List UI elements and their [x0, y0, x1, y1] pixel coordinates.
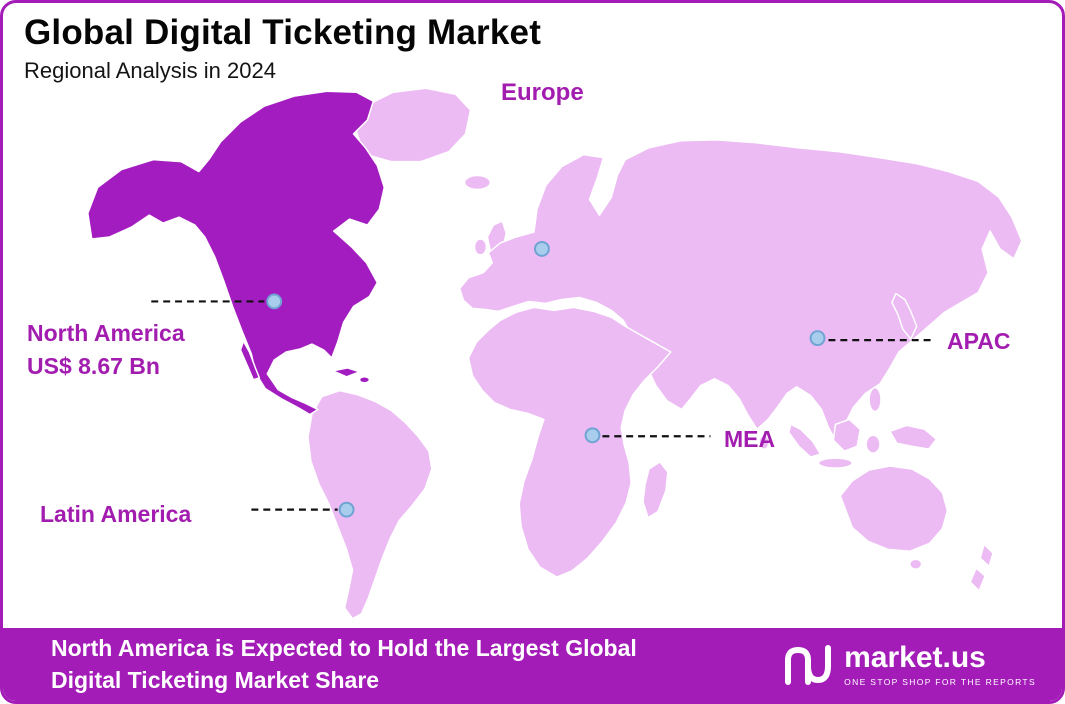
peninsula-baja: [239, 340, 261, 381]
label-north-america-value: US$ 8.67 Bn: [27, 352, 160, 379]
marker-europe-icon: [533, 240, 550, 257]
island-japan: [891, 292, 918, 340]
island-java: [817, 457, 853, 469]
continent-south-america: [307, 389, 433, 620]
connectors: [151, 300, 935, 511]
brand-logo: market.us ONE STOP SHOP FOR THE REPORTS: [782, 642, 1036, 688]
label-north-america: North America US$ 8.67 Bn: [27, 317, 185, 382]
label-europe: Europe: [501, 79, 584, 106]
market-us-logo-icon: [785, 644, 832, 685]
label-latin-america: Latin America: [40, 501, 192, 527]
marker-mea-icon: [584, 427, 601, 444]
island-sulawesi: [865, 434, 881, 454]
island-iceland: [463, 174, 492, 191]
label-mea: MEA: [724, 426, 776, 452]
island-hispaniola: [358, 376, 371, 384]
island-new-zealand-north: [979, 543, 994, 567]
continents-base: [307, 87, 1023, 620]
footer-banner: North America is Expected to Hold the La…: [3, 628, 1062, 701]
page-title: Global Digital Ticketing Market: [24, 13, 542, 52]
island-philippines: [868, 386, 882, 413]
island-ireland: [473, 238, 488, 256]
continent-australia: [839, 465, 949, 553]
marker-apac-icon: [809, 330, 826, 347]
marker-latin-america-icon: [338, 501, 355, 518]
island-cuba: [331, 367, 361, 378]
island-sri-lanka: [758, 434, 770, 450]
island-borneo: [832, 418, 861, 452]
label-north-america-name: North America: [27, 320, 185, 346]
island-madagascar: [642, 461, 669, 519]
brand-text: market.us ONE STOP SHOP FOR THE REPORTS: [844, 640, 1036, 687]
brand-tagline: ONE STOP SHOP FOR THE REPORTS: [844, 676, 1036, 687]
island-new-guinea: [889, 424, 938, 450]
label-apac: APAC: [947, 328, 1011, 354]
header: Global Digital Ticketing Market Regional…: [24, 13, 541, 84]
marker-north-america-icon: [266, 293, 283, 310]
continent-north-america: [87, 90, 386, 416]
footer-message: North America is Expected to Hold the La…: [51, 633, 637, 695]
footer-message-line1: North America is Expected to Hold the La…: [51, 635, 637, 662]
region-highlight-north-america: [87, 90, 386, 416]
island-sumatra: [788, 423, 822, 458]
continent-africa: [467, 306, 672, 578]
island-greenland: [354, 87, 472, 163]
region-markers: [266, 240, 826, 518]
island-new-zealand-south: [969, 567, 986, 592]
brand-name: market.us: [844, 640, 986, 674]
world-map: [87, 87, 1023, 620]
island-tasmania: [909, 558, 923, 570]
page-subtitle: Regional Analysis in 2024: [24, 58, 276, 83]
footer-message-line2: Digital Ticketing Market Share: [51, 666, 380, 693]
